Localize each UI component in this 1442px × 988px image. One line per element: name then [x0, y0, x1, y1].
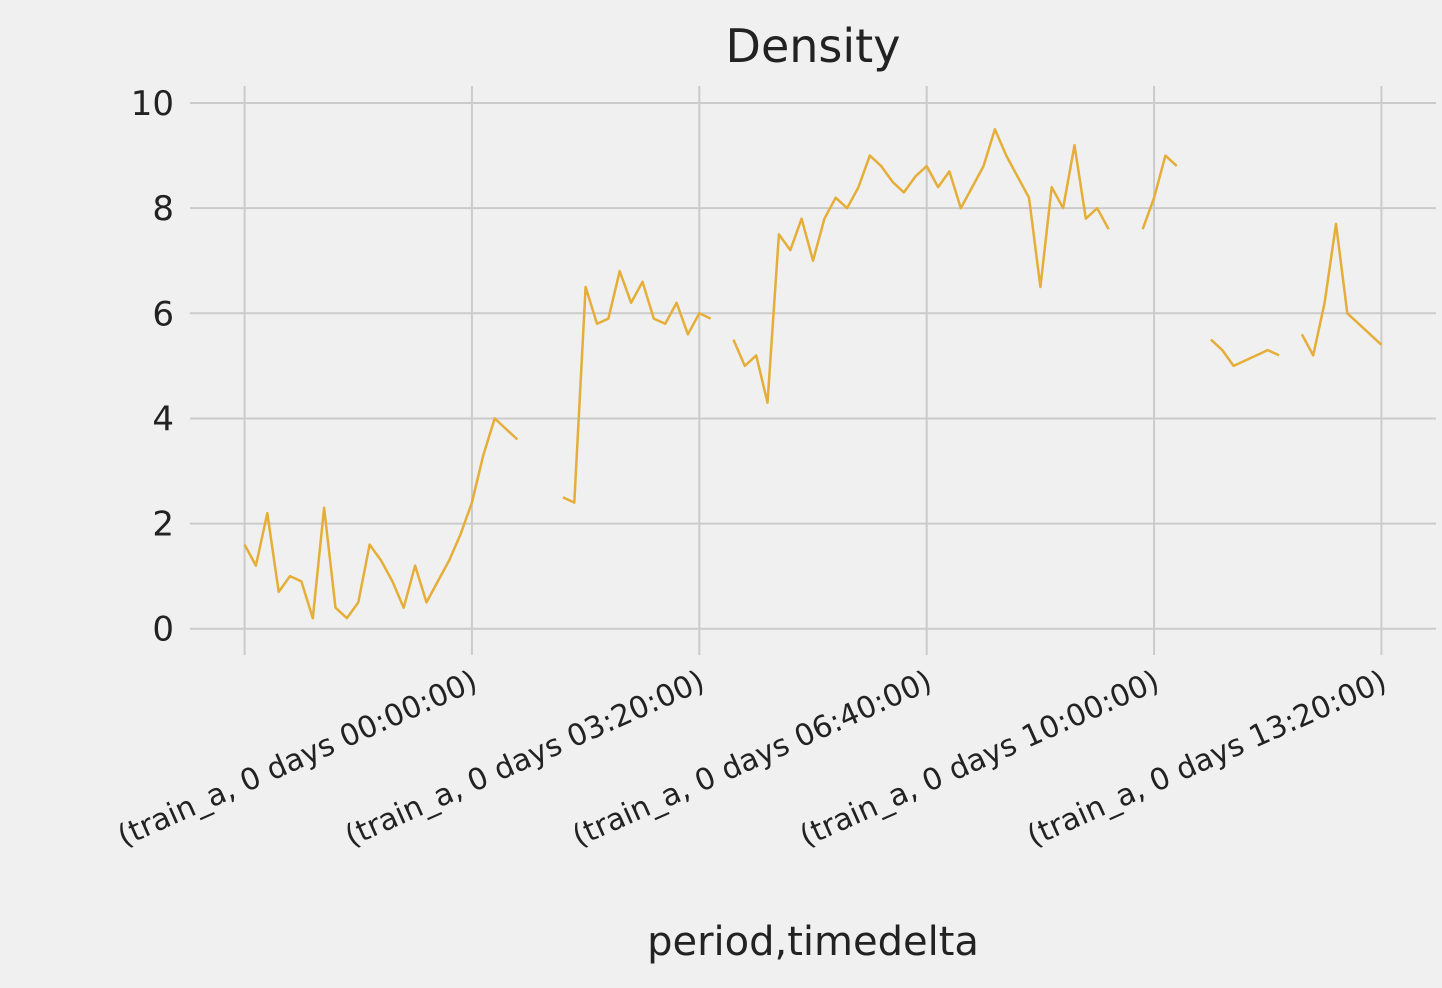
y-tick-label: 4	[152, 399, 174, 439]
y-tick-label: 8	[152, 189, 174, 229]
y-tick-label: 2	[152, 505, 174, 545]
y-tick-label: 0	[152, 610, 174, 650]
chart-title: Density	[726, 19, 901, 73]
y-tick-label: 6	[152, 294, 174, 334]
y-tick-label: 10	[131, 84, 174, 124]
data-line	[243, 128, 1383, 620]
x-axis-label: period,timedelta	[647, 919, 979, 965]
